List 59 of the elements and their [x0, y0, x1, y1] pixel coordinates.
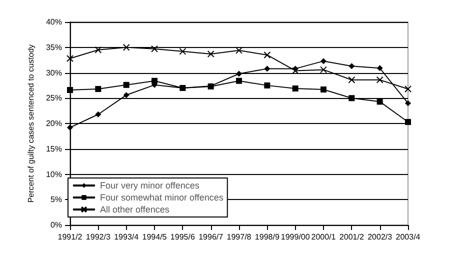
- point: [95, 111, 102, 118]
- point: [348, 76, 356, 84]
- x-tick-label: 1993/4: [114, 232, 140, 242]
- point: [292, 85, 298, 92]
- y-tick-label: 5%: [50, 195, 62, 204]
- point: [236, 78, 242, 84]
- y-tick-label: 25%: [46, 94, 62, 103]
- x-tick-label: 1997/8: [226, 232, 252, 242]
- x-tick-label: 1991/2: [58, 232, 83, 242]
- y-tick-label: 15%: [46, 144, 62, 154]
- point: [292, 67, 299, 74]
- point: [405, 118, 411, 125]
- point: [376, 76, 384, 84]
- x-tick-label: 1995/6: [170, 232, 196, 242]
- point: [66, 55, 74, 62]
- point: [122, 44, 130, 51]
- x-tick-label: 1998/9: [254, 232, 280, 242]
- y-tick-label: 35%: [46, 42, 62, 52]
- point: [123, 92, 130, 98]
- x-tick-label: 2001/2: [339, 232, 364, 242]
- legend-label: Four somewhat minor offences: [100, 192, 224, 202]
- point: [405, 100, 411, 106]
- point: [67, 124, 73, 131]
- point: [151, 45, 158, 52]
- point: [348, 95, 355, 102]
- point: [264, 82, 270, 88]
- x-tick-label: 1999/00: [280, 232, 310, 242]
- x-tick-label: 2003/4: [396, 232, 421, 242]
- point: [264, 51, 271, 58]
- legend-label: All other offences: [100, 204, 170, 214]
- y-tick-label: 10%: [46, 170, 62, 179]
- point: [320, 58, 326, 64]
- x-tick-label: 1996/7: [198, 232, 224, 242]
- point: [376, 98, 383, 105]
- y-axis-title: Percent of guilty cases sentenced to custody: [26, 44, 36, 203]
- point: [236, 70, 242, 77]
- point: [67, 87, 73, 94]
- point: [95, 86, 102, 92]
- point: [179, 48, 186, 55]
- point: [152, 78, 158, 84]
- y-tick-label: 40%: [46, 18, 62, 26]
- point: [348, 63, 355, 70]
- point: [320, 66, 327, 74]
- y-tick-label: 0%: [50, 220, 62, 230]
- point: [94, 46, 102, 54]
- x-tick-label: 2000/1: [311, 232, 336, 242]
- legend-label: Four very minor offences: [100, 180, 200, 190]
- point: [320, 86, 326, 92]
- point: [180, 84, 186, 91]
- point: [376, 65, 383, 72]
- x-tick-label: 1994/5: [142, 232, 168, 242]
- point: [404, 85, 412, 92]
- y-tick-label: 30%: [46, 68, 62, 78]
- point: [207, 50, 214, 58]
- x-tick-label: 1992/3: [86, 232, 111, 242]
- x-tick-label: 2002/3: [368, 232, 393, 242]
- point: [123, 82, 130, 88]
- point: [264, 66, 270, 72]
- y-tick-label: 20%: [46, 119, 62, 128]
